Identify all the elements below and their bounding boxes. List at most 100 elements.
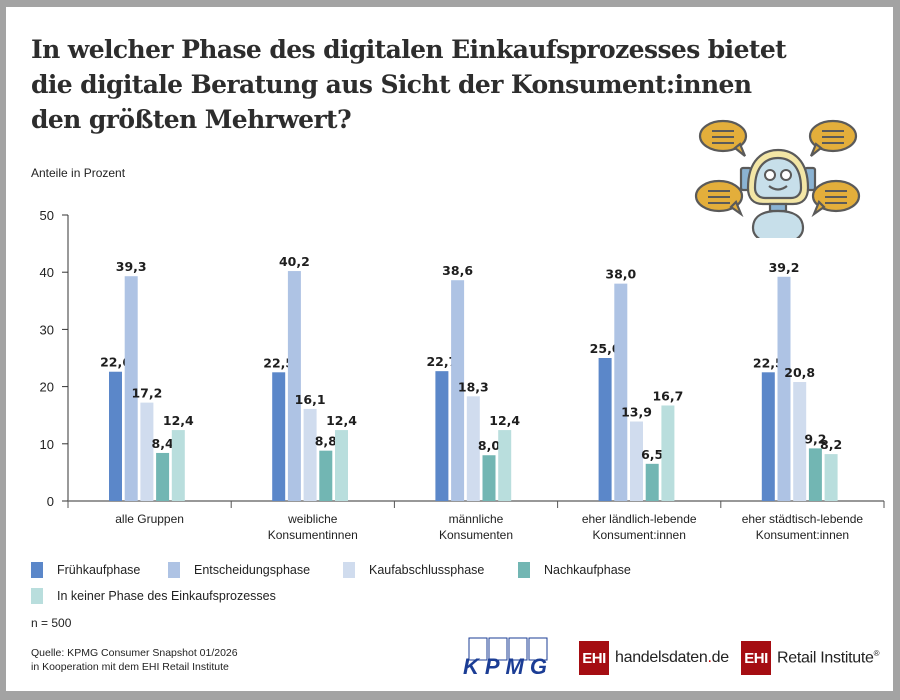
x-category-label: weibliche (287, 512, 338, 526)
chart-card (6, 7, 893, 691)
bar (645, 463, 659, 501)
y-tick-label: 30 (40, 322, 54, 337)
data-label: 12,4 (326, 413, 357, 428)
legend-item: Frühkaufphase (31, 562, 140, 578)
bar (272, 372, 286, 501)
data-label: 40,2 (279, 254, 310, 269)
x-category-label: Konsumenten (439, 528, 513, 542)
source-line: in Kooperation mit dem EHI Retail Instit… (31, 661, 229, 673)
bar (156, 452, 170, 501)
x-category-label: eher städtisch-lebende (742, 512, 864, 526)
data-label: 6,5 (641, 447, 663, 462)
legend-item: In keiner Phase des Einkaufsprozesses (31, 588, 276, 604)
bar (808, 448, 822, 501)
legend-item: Kaufabschlussphase (343, 562, 484, 578)
bar (124, 276, 138, 501)
ehi-badge: EHI (579, 641, 609, 675)
handelsdaten-text: handelsdaten (615, 649, 708, 666)
handelsdaten-dot: . (707, 649, 712, 666)
bar (109, 371, 122, 501)
registered-mark: ® (873, 648, 880, 658)
y-tick-label: 0 (47, 494, 54, 509)
bar (793, 382, 807, 501)
legend-label: In keiner Phase des Einkaufsprozesses (57, 589, 276, 603)
data-label: 22,5 (753, 355, 784, 370)
legend-item: Nachkaufphase (518, 562, 631, 578)
bar (777, 276, 791, 501)
data-label: 38,0 (605, 267, 636, 282)
legend-swatch (31, 562, 43, 578)
legend-label: Kaufabschlussphase (369, 563, 485, 577)
data-label: 39,2 (769, 260, 800, 275)
ehi-retail-institute-logo: EHI Retail Institute® (741, 641, 879, 675)
sample-size: n = 500 (31, 616, 72, 630)
data-label: 22,7 (426, 354, 457, 369)
data-label: 18,3 (458, 379, 489, 394)
bar (482, 455, 496, 501)
y-tick-label: 20 (40, 380, 54, 395)
bar (630, 421, 643, 501)
y-tick-label: 10 (40, 437, 54, 452)
bar (435, 371, 449, 501)
source-note: Quelle: KPMG Consumer Snapshot 01/2026 i… (31, 646, 238, 674)
ehi-badge: EHI (741, 641, 771, 675)
legend-label: Frühkaufphase (57, 563, 141, 577)
legend-label: Entscheidungsphase (194, 563, 311, 577)
data-label: 8,8 (315, 434, 337, 449)
data-label: 8,2 (820, 437, 842, 452)
bar (466, 396, 480, 501)
bar (287, 271, 301, 501)
data-label: 22,6 (100, 355, 131, 370)
bar (319, 450, 333, 501)
x-category-label: eher ländlich-lebende (582, 512, 697, 526)
handelsdaten-logo: EHI handelsdaten.de (579, 641, 729, 675)
x-category-label: Konsument:innen (756, 528, 849, 542)
bar (761, 372, 775, 501)
x-category-label: Konsument:innen (592, 528, 685, 542)
bar (498, 430, 512, 501)
bar (335, 430, 348, 501)
data-label: 38,6 (442, 263, 473, 278)
chart-title: In welcher Phase des digitalen Einkaufsp… (31, 35, 787, 134)
data-label: 20,8 (784, 365, 815, 380)
source-line: Quelle: KPMG Consumer Snapshot 01/2026 (31, 647, 238, 659)
robot-illustration-icon (694, 119, 861, 238)
bar (140, 402, 154, 501)
data-label: 25,0 (590, 341, 621, 356)
data-label: 8,0 (478, 438, 500, 453)
x-category-label: männliche (449, 512, 504, 526)
retail-institute-text: Retail Institute (777, 649, 874, 667)
kpmg-logo: KPMG (463, 637, 548, 677)
bar (451, 280, 465, 501)
data-label: 22,5 (263, 355, 294, 370)
y-axis-unit-label: Anteile in Prozent (31, 166, 126, 180)
data-label: 12,4 (489, 413, 520, 428)
x-category-label: alle Gruppen (115, 512, 184, 526)
legend-swatch (518, 562, 530, 578)
data-label: 9,2 (804, 431, 826, 446)
data-label: 13,9 (621, 404, 652, 419)
legend-swatch (31, 588, 43, 604)
bar (824, 454, 838, 501)
y-tick-label: 50 (40, 208, 54, 223)
bar (303, 408, 317, 501)
bar (614, 283, 628, 501)
legend-label: Nachkaufphase (544, 563, 631, 577)
legend-swatch (343, 562, 355, 578)
y-tick-label: 40 (40, 265, 54, 280)
kpmg-logo-text: KPMG (463, 654, 547, 677)
data-label: 17,2 (131, 386, 162, 401)
data-label: 39,3 (116, 259, 147, 274)
bar (661, 405, 675, 501)
handelsdaten-tld: de (711, 649, 730, 666)
data-label: 8,4 (152, 436, 174, 451)
data-label: 16,7 (652, 388, 683, 403)
data-label: 12,4 (163, 413, 194, 428)
legend-item: Entscheidungsphase (168, 562, 310, 578)
data-label: 16,1 (295, 392, 326, 407)
bar-chart: 0 10 20 30 40 50 22,6 39,3 17,2 8,4 12,4 alle Grupp… (40, 208, 885, 542)
bar (598, 358, 612, 501)
legend-swatch (168, 562, 180, 578)
bar (171, 430, 185, 501)
x-category-label: Konsumentinnen (268, 528, 358, 542)
